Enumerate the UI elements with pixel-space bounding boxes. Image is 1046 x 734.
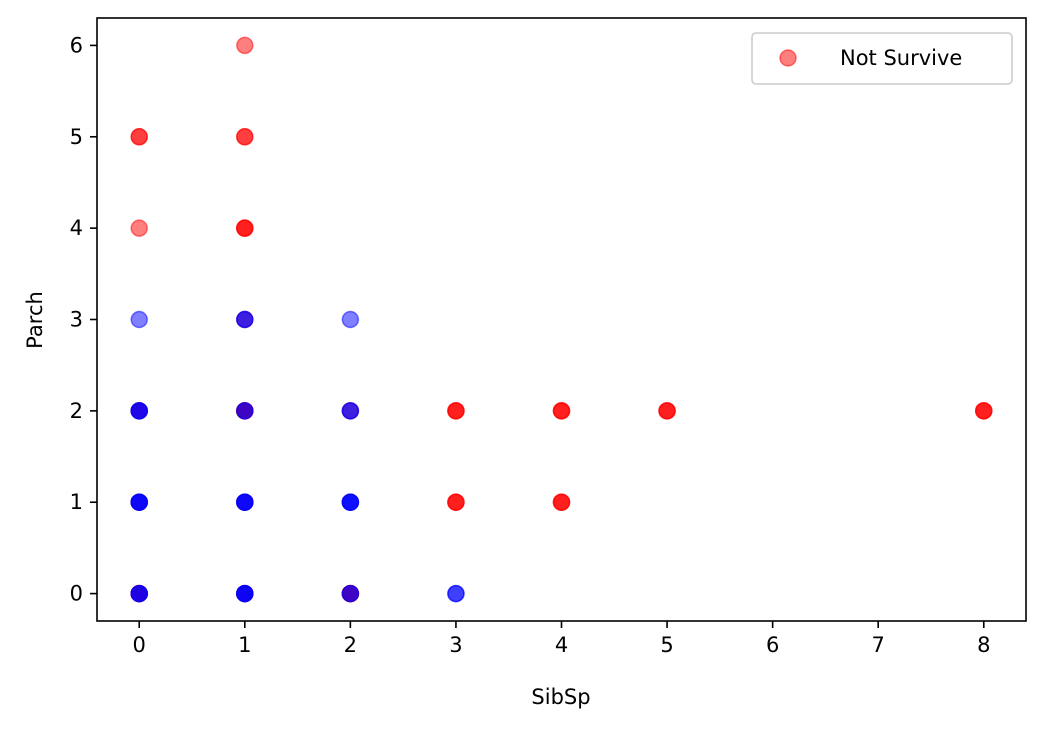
data-point-not-survive [130, 128, 148, 146]
y-tick-label: 6 [70, 33, 83, 57]
x-axis-ticks: 0 1 2 3 4 5 6 7 8 [133, 621, 990, 657]
data-point-series-2 [236, 584, 254, 603]
y-tick-label: 1 [70, 490, 83, 514]
data-point-series-2 [236, 493, 254, 511]
data-point-not-survive [236, 128, 254, 146]
y-tick-label: 2 [70, 399, 83, 423]
x-tick-label: 8 [977, 633, 990, 657]
x-tick-label: 6 [766, 633, 779, 657]
data-point-not-survive [447, 402, 465, 420]
points-layer [130, 36, 993, 603]
data-point-not-survive [447, 493, 465, 511]
data-point-not-survive [552, 402, 571, 420]
legend: Not Survive [751, 32, 1013, 85]
legend-marker-not-survive [779, 49, 797, 67]
x-tick-label: 5 [660, 633, 673, 657]
x-tick-label: 7 [872, 633, 885, 657]
x-tick-label: 2 [344, 633, 357, 657]
y-tick-label: 0 [70, 582, 83, 606]
data-point-series-2 [341, 584, 360, 603]
legend-label-not-survive: Not Survive [840, 46, 962, 70]
data-point-series-2 [341, 493, 360, 511]
y-axis-title: Parch [23, 291, 47, 349]
x-tick-label: 4 [555, 633, 568, 657]
data-point-series-2 [447, 584, 465, 603]
data-point-not-survive [552, 493, 571, 511]
y-axis-ticks: 0 1 2 3 4 5 6 [70, 33, 97, 606]
data-point-series-2 [130, 493, 148, 511]
data-point-not-survive [658, 402, 676, 420]
data-point-series-2 [130, 310, 148, 329]
data-point-series-2 [130, 584, 148, 603]
data-point-not-survive [236, 219, 254, 237]
data-point-not-survive [130, 219, 148, 237]
data-point-series-2 [341, 310, 360, 329]
data-point-series-2 [130, 402, 148, 420]
y-tick-label: 3 [70, 308, 83, 332]
y-tick-label: 4 [70, 216, 83, 240]
x-tick-label: 3 [449, 633, 462, 657]
x-tick-label: 0 [133, 633, 146, 657]
y-tick-label: 5 [70, 125, 83, 149]
x-axis-title: SibSp [531, 685, 590, 709]
x-tick-label: 1 [238, 633, 251, 657]
data-point-series-2 [236, 402, 254, 420]
data-point-not-survive [236, 36, 254, 55]
legend-box [751, 32, 1013, 85]
data-point-not-survive [975, 402, 993, 420]
data-point-series-2 [236, 310, 254, 329]
data-point-series-2 [341, 402, 360, 420]
